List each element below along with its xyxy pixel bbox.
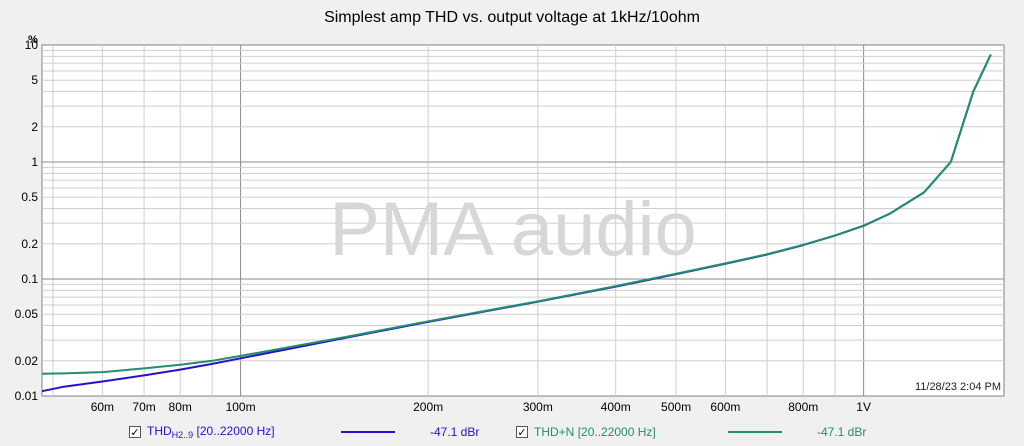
y-tick-label: 10 [25, 38, 39, 52]
x-tick-label: 200m [413, 400, 443, 414]
series-line-thdn [41, 54, 992, 375]
x-tick-label: 400m [601, 400, 631, 414]
legend-label-thd: THDH2..9 [20..22000 Hz] [147, 424, 275, 440]
chart-title: Simplest amp THD vs. output voltage at 1… [324, 9, 700, 26]
x-tick-label: 80m [169, 400, 192, 414]
thdn-checkbox[interactable]: ✓ [516, 426, 528, 439]
y-tick-label: 5 [31, 73, 38, 87]
legend-swatch-thd [341, 431, 395, 433]
legend-item-thd[interactable]: ✓ THDH2..9 [20..22000 Hz] [129, 422, 275, 442]
grid [42, 45, 1004, 396]
timestamp: 11/28/23 2:04 PM [915, 381, 1001, 393]
x-tick-label: 100m [226, 400, 256, 414]
y-tick-label: 1 [31, 155, 38, 169]
y-tick-label: 2 [31, 120, 38, 134]
thd-checkbox[interactable]: ✓ [129, 426, 141, 439]
x-tick-label: 70m [132, 400, 155, 414]
legend-level-thdn: -47.1 dBr [817, 425, 867, 439]
x-tick-label: 600m [710, 400, 740, 414]
x-tick-label: 800m [788, 400, 818, 414]
watermark: PMA audio [329, 187, 697, 272]
x-axis: 60m 70m 80m 100m 200m 300m 400m 500m 600m 800m 1V [91, 400, 871, 414]
legend: ✓ THDH2..9 [20..22000 Hz] -47.1 dBr ✓ TH… [0, 422, 1024, 442]
legend-swatch-thdn [728, 431, 782, 433]
y-tick-label: 0.02 [15, 354, 39, 368]
x-tick-label: 60m [91, 400, 114, 414]
legend-label-thdn: THD+N [20..22000 Hz] [534, 425, 656, 439]
y-tick-label: 0.2 [21, 237, 38, 251]
y-tick-label: 0.05 [15, 307, 39, 321]
y-tick-label: 0.01 [15, 389, 39, 403]
y-tick-label: 0.1 [21, 272, 38, 286]
y-axis-label: % [28, 34, 38, 46]
legend-level-thd: -47.1 dBr [430, 425, 480, 439]
thd-chart: PMA audio 0.01 0.02 0.05 0.1 0.2 0.5 1 2 5 10 60m… [15, 34, 1005, 414]
x-tick-label: 1V [856, 400, 871, 414]
x-tick-label: 500m [661, 400, 691, 414]
series-group [41, 54, 992, 393]
y-tick-label: 0.5 [21, 190, 38, 204]
plot-area [41, 44, 1005, 397]
x-tick-label: 300m [523, 400, 553, 414]
y-axis: 0.01 0.02 0.05 0.1 0.2 0.5 1 2 5 10 [15, 38, 39, 403]
legend-item-thdn[interactable]: ✓ THD+N [20..22000 Hz] [516, 422, 656, 442]
